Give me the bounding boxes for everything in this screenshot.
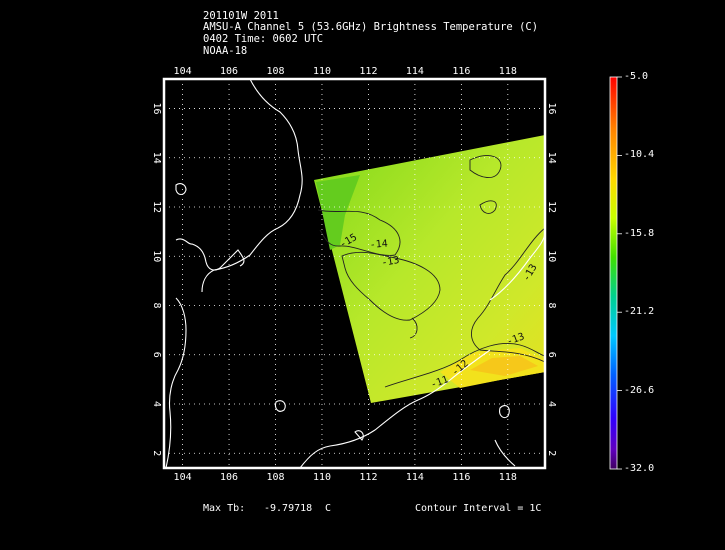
lon-tick-top: 116 — [452, 66, 470, 77]
colorbar-label: -21.2 — [624, 306, 655, 318]
lon-tick-bottom: 118 — [499, 472, 517, 483]
lon-tick-bottom: 116 — [452, 472, 470, 483]
lat-tick-left: 16 — [151, 103, 162, 115]
lon-tick-bottom: 110 — [313, 472, 331, 483]
title-line-3: 0402 Time: 0602 UTC — [203, 33, 324, 45]
max-tb-unit: C — [325, 503, 332, 514]
lat-tick-right: 2 — [546, 450, 557, 456]
brightness-swath — [314, 135, 545, 403]
title-line-4: NOAA-18 — [203, 45, 248, 57]
lat-tick-left: 10 — [151, 250, 162, 262]
colorbar-ticks — [617, 76, 622, 470]
lon-tick-top: 114 — [406, 66, 424, 77]
lat-tick-right: 10 — [546, 250, 557, 262]
map-frame — [162, 77, 547, 470]
lon-tick-top: 112 — [359, 66, 377, 77]
max-tb-label: Max Tb: — [203, 503, 246, 514]
colorbar-label: -15.8 — [624, 227, 655, 239]
lat-tick-right: 4 — [546, 401, 557, 407]
title-line-2: AMSU-A Channel 5 (53.6GHz) Brightness Te… — [203, 21, 539, 33]
lat-tick-left: 4 — [151, 401, 162, 407]
lon-tick-bottom: 104 — [174, 472, 192, 483]
lon-tick-bottom: 106 — [220, 472, 238, 483]
axis-tick-labels: 1041041061061081081101101121121141141161… — [151, 66, 557, 483]
lon-tick-bottom: 114 — [406, 472, 424, 483]
lon-tick-top: 118 — [499, 66, 517, 77]
lat-tick-left: 14 — [151, 152, 162, 164]
lon-tick-top: 106 — [220, 66, 238, 77]
colorbar-label: -10.4 — [624, 149, 655, 161]
lat-tick-right: 14 — [546, 152, 557, 164]
lon-tick-top: 108 — [266, 66, 284, 77]
greener-region — [316, 175, 360, 250]
lat-tick-right: 8 — [546, 302, 557, 308]
lat-tick-right: 16 — [546, 103, 557, 115]
lat-tick-right: 6 — [546, 352, 557, 358]
lat-tick-left: 8 — [151, 302, 162, 308]
lat-tick-left: 6 — [151, 352, 162, 358]
colorbar-label: -5.0 — [624, 71, 649, 82]
lon-tick-bottom: 112 — [359, 472, 377, 483]
lon-tick-top: 110 — [313, 66, 331, 77]
lat-lon-grid — [164, 79, 545, 468]
contour-interval: Contour Interval = 1C — [415, 503, 542, 514]
lon-tick-top: 104 — [174, 66, 192, 77]
lat-tick-left: 2 — [151, 450, 162, 456]
colorbar-label: -26.6 — [624, 384, 655, 396]
contour-label: -14 — [369, 238, 388, 251]
lat-tick-left: 12 — [151, 201, 162, 213]
warm-core — [470, 356, 538, 376]
lat-tick-right: 12 — [546, 201, 557, 213]
contour-label: -13 — [381, 255, 401, 269]
contour-lines — [317, 155, 545, 388]
title-line-1: 201101W 2011 — [203, 10, 279, 22]
max-tb-value: -9.79718 — [264, 503, 313, 514]
colorbar-label: -32.0 — [624, 463, 655, 474]
coastlines — [165, 79, 545, 468]
colorbar — [609, 76, 618, 470]
lon-tick-bottom: 108 — [266, 472, 284, 483]
